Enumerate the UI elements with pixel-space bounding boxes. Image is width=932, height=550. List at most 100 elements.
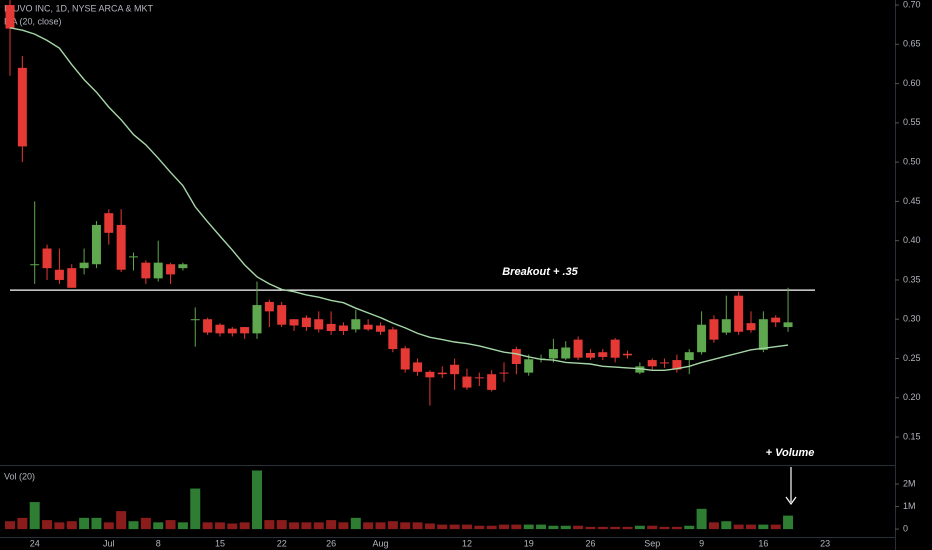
volume-bar bbox=[684, 525, 695, 530]
candle-body bbox=[734, 295, 744, 332]
volume-bar bbox=[536, 524, 547, 530]
candle-body bbox=[240, 327, 250, 334]
volume-bar bbox=[523, 524, 534, 530]
candle-body bbox=[203, 319, 213, 333]
volume-bar bbox=[214, 522, 225, 530]
candle-body bbox=[413, 362, 423, 372]
x-tick-label: Aug bbox=[372, 538, 388, 548]
candle-body bbox=[425, 371, 435, 378]
candle-body bbox=[351, 319, 361, 330]
volume-bar bbox=[375, 522, 386, 530]
candle-body bbox=[326, 323, 336, 331]
y-tick-label: 0.40 bbox=[903, 235, 921, 245]
volume-bar bbox=[647, 525, 658, 530]
volume-bar bbox=[128, 521, 139, 530]
volume-bar bbox=[289, 522, 300, 530]
volume-bar bbox=[17, 517, 28, 530]
x-tick-label: 19 bbox=[524, 538, 534, 548]
y-tick-label: 0.55 bbox=[903, 117, 921, 127]
volume-bar bbox=[610, 526, 621, 530]
candle-body bbox=[252, 305, 262, 334]
candle-body bbox=[462, 376, 472, 388]
volume-bar bbox=[437, 524, 448, 530]
chart-title: INUVO INC, 1D, NYSE ARCA & MKT bbox=[4, 3, 154, 13]
volume-bar bbox=[301, 522, 312, 530]
volume-bar bbox=[29, 502, 40, 530]
volume-bar bbox=[585, 526, 596, 530]
volume-bar bbox=[560, 525, 571, 530]
candle-body bbox=[437, 372, 447, 375]
candle-body bbox=[67, 268, 77, 288]
volume-bar bbox=[770, 524, 781, 530]
y-tick-label: 0.45 bbox=[903, 196, 921, 206]
candle-body bbox=[635, 366, 645, 373]
candle-body bbox=[104, 213, 114, 233]
candle-body bbox=[585, 352, 595, 358]
volume-bar bbox=[239, 522, 250, 530]
volume-bar bbox=[400, 522, 411, 530]
arrow-head bbox=[785, 496, 797, 506]
candle-body bbox=[561, 347, 571, 359]
y-tick-label: 0.25 bbox=[903, 353, 921, 363]
candle-body bbox=[116, 224, 126, 270]
volume-bar bbox=[412, 522, 423, 530]
candle-body bbox=[573, 339, 583, 358]
x-tick-label: 15 bbox=[215, 538, 225, 548]
ma-legend: MA (20, close) bbox=[4, 16, 62, 26]
volume-bar bbox=[42, 520, 53, 530]
candle-body bbox=[301, 317, 311, 328]
volume-bar bbox=[573, 525, 584, 530]
candle-body bbox=[17, 67, 27, 147]
y-tick-label: 0.30 bbox=[903, 314, 921, 324]
volume-bar bbox=[758, 524, 769, 530]
candle-body bbox=[474, 377, 484, 379]
x-tick-label: Sep bbox=[644, 538, 660, 548]
candle-body bbox=[610, 339, 620, 358]
candle-body bbox=[771, 317, 781, 323]
candle-body bbox=[709, 319, 719, 340]
candle-body bbox=[178, 264, 188, 269]
volume-bar bbox=[227, 523, 238, 530]
x-tick-label: Jul bbox=[103, 538, 115, 548]
volume-bar bbox=[746, 524, 756, 530]
candle-body bbox=[598, 352, 608, 357]
volume-tick-label: 1M bbox=[903, 501, 916, 511]
candle-body bbox=[450, 364, 460, 375]
candle-body bbox=[141, 262, 151, 279]
candle-body bbox=[54, 269, 64, 280]
candle-body bbox=[684, 352, 694, 361]
volume-bar bbox=[783, 515, 794, 530]
candle-body bbox=[277, 305, 287, 325]
volume-bar bbox=[486, 525, 497, 530]
volume-bar bbox=[140, 517, 151, 530]
ma-line bbox=[9, 27, 789, 371]
volume-bar bbox=[387, 521, 398, 530]
y-tick-label: 0.70 bbox=[903, 0, 921, 9]
candle-body bbox=[30, 264, 40, 266]
x-tick-label: 9 bbox=[699, 538, 704, 548]
volume-bar bbox=[276, 520, 287, 530]
candle-body bbox=[264, 301, 274, 312]
volume-bar bbox=[252, 470, 262, 530]
volume-bar bbox=[165, 520, 176, 530]
y-tick-label: 0.15 bbox=[903, 431, 921, 441]
volume-bar bbox=[622, 526, 633, 530]
candle-body bbox=[314, 319, 324, 330]
volume-bar bbox=[363, 522, 374, 530]
volume-bar bbox=[659, 526, 670, 530]
volume-bar bbox=[116, 511, 127, 530]
volume-annotation: + Volume bbox=[766, 447, 815, 459]
candle-body bbox=[42, 248, 52, 269]
candle-body bbox=[5, 5, 15, 29]
candle-body bbox=[746, 323, 756, 331]
volume-tick-label: 0 bbox=[903, 523, 908, 533]
y-tick-label: 0.60 bbox=[903, 78, 921, 88]
candle-body bbox=[499, 372, 509, 374]
candle-body bbox=[400, 348, 410, 370]
volume-bar bbox=[338, 522, 349, 530]
candle-body bbox=[79, 262, 89, 269]
volume-bar bbox=[54, 522, 65, 530]
candle-body bbox=[338, 325, 348, 331]
volume-legend: Vol (20) bbox=[4, 471, 35, 481]
